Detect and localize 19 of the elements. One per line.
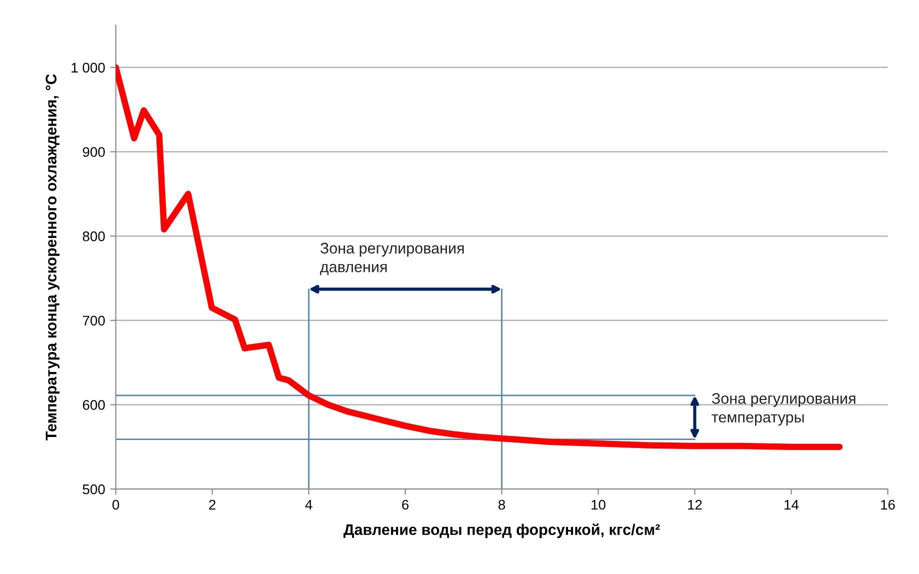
y-axis-title: Температура конца ускоренного охлаждения, °С	[46, 74, 60, 440]
y-tick-label: 800	[82, 231, 105, 242]
x-tick-label: 10	[592, 500, 606, 510]
x-tick-label: 4	[305, 500, 312, 510]
x-tick-label: 8	[498, 500, 506, 510]
x-tick-label: 0	[112, 500, 120, 510]
y-tick-label: 600	[82, 400, 105, 410]
x-tick-label: 14	[784, 500, 799, 510]
x-tick-label: 2	[209, 500, 216, 510]
x-axis-title: Давление воды перед форсункой, кгс/см²	[344, 524, 660, 538]
x-tick-label: 12	[688, 500, 702, 510]
y-tick-label: 1 000	[72, 62, 105, 73]
y-tick-label: 700	[82, 316, 105, 326]
annotation: Зона регулирования давления	[320, 242, 464, 276]
annotation: Зона регулирования температуры	[712, 393, 856, 426]
x-tick-label: 16	[881, 500, 895, 510]
x-tick-label: 6	[402, 500, 409, 510]
y-tick-label: 900	[82, 147, 105, 157]
y-tick-label: 500	[82, 484, 105, 494]
